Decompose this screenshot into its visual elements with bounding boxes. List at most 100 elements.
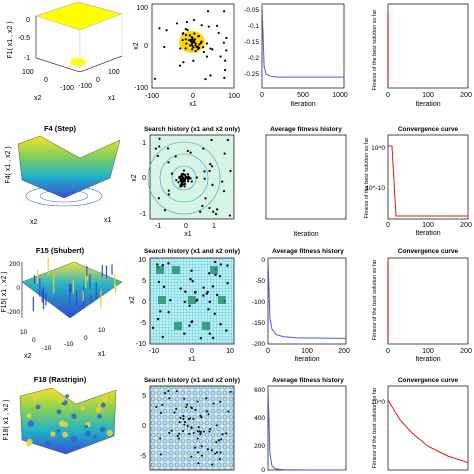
history-point	[182, 417, 185, 420]
plot-frame	[261, 3, 345, 89]
surface-spikes	[32, 257, 117, 312]
history-point	[179, 175, 182, 179]
history-point	[192, 417, 195, 420]
history-point	[158, 137, 161, 140]
history-point	[193, 446, 196, 449]
history-point	[190, 269, 193, 272]
history-point	[225, 49, 228, 52]
history-point	[161, 263, 164, 267]
history-point	[179, 178, 183, 181]
history-point	[210, 449, 213, 452]
average-fitness-line	[267, 257, 347, 339]
y-axis	[79, 55, 123, 73]
z-axis-label: F4( x1 , x2 )	[5, 146, 12, 183]
history-point	[194, 44, 197, 47]
history-point	[156, 263, 159, 266]
history-point	[208, 430, 211, 433]
history-point	[193, 41, 196, 44]
surface-bump	[102, 395, 108, 402]
history-point	[163, 45, 166, 49]
plot-title: Convergence curve	[398, 377, 459, 384]
x-tick: -1	[155, 223, 161, 230]
history-point	[156, 317, 160, 321]
y-tick: -10	[136, 341, 146, 348]
history-point	[229, 169, 232, 173]
x-axis-label: x1	[189, 101, 197, 108]
history-point	[222, 41, 225, 44]
surface-mesh	[21, 261, 123, 319]
history-point	[167, 389, 170, 392]
history-point	[210, 138, 213, 142]
history-point	[208, 206, 211, 210]
history-point	[223, 76, 226, 79]
y-tick: -0.2	[248, 55, 260, 62]
history-point	[223, 152, 226, 155]
history-point	[192, 59, 195, 62]
search-history-plot-3: Search history (x1 and x2 only) 10 5 0 -…	[129, 248, 240, 363]
history-point	[202, 50, 206, 54]
history-point	[215, 451, 218, 454]
y-tick: -150	[252, 320, 265, 327]
history-point	[219, 263, 223, 266]
y-axis-label: x2	[34, 95, 42, 102]
convergence-plot-1: 0 100 200 Iteration Fitness of the best …	[372, 3, 472, 108]
history-point	[218, 275, 222, 278]
surface-pit	[70, 58, 86, 66]
history-point	[168, 397, 171, 400]
history-points	[153, 10, 228, 81]
history-point	[175, 179, 178, 182]
history-point	[190, 406, 193, 409]
history-point	[180, 184, 183, 188]
y-axis-label: Fitness of the best solution so far	[372, 387, 378, 468]
history-point	[208, 300, 211, 304]
history-point	[199, 431, 202, 434]
history-point	[189, 38, 193, 41]
history-cluster	[158, 296, 166, 304]
y-tick: 100	[136, 5, 148, 12]
x-axis-label: x1	[104, 217, 112, 224]
history-point	[182, 169, 186, 172]
history-point	[209, 163, 212, 166]
history-point	[211, 463, 214, 466]
average-fitness-plot-4: Average fitness history 600 400 200 0	[254, 377, 347, 474]
history-point	[215, 24, 219, 27]
surface-bump	[32, 396, 39, 402]
history-point	[196, 437, 199, 440]
convergence-line	[387, 399, 469, 464]
history-points	[154, 137, 232, 217]
x-tick: 200	[460, 92, 472, 99]
history-point	[215, 424, 218, 427]
y-tick: -0.1	[248, 23, 260, 30]
y-tick: 200	[254, 443, 265, 450]
history-point	[199, 433, 202, 436]
history-cluster	[156, 266, 164, 274]
history-point	[184, 175, 187, 178]
y-tick: -10	[42, 345, 52, 352]
history-point	[215, 293, 219, 297]
x-tick: 0	[84, 335, 88, 342]
plot-title: Search history (x1 and x2 only)	[144, 248, 240, 255]
surface-bump	[70, 435, 78, 443]
history-point	[184, 420, 187, 423]
history-point	[184, 47, 187, 50]
history-point	[190, 427, 193, 430]
z-tick: 200	[9, 261, 20, 268]
history-point	[196, 400, 199, 403]
history-point	[212, 402, 215, 405]
history-point	[202, 294, 205, 297]
y-tick: -100	[60, 85, 74, 92]
history-point	[220, 438, 223, 441]
history-point	[222, 10, 226, 13]
history-point	[182, 61, 185, 64]
y-tick: -200	[252, 341, 265, 348]
history-point	[209, 47, 212, 50]
x-tick: 1000	[332, 92, 348, 99]
history-point	[197, 425, 200, 428]
history-cluster	[210, 266, 218, 274]
history-point	[179, 180, 182, 183]
convergence-plot-2: Convergence curve 10^0 10^-10 0 100 200 …	[364, 126, 472, 237]
history-point	[215, 441, 218, 444]
history-point	[186, 403, 189, 406]
history-point	[187, 175, 190, 178]
history-point	[158, 145, 161, 148]
